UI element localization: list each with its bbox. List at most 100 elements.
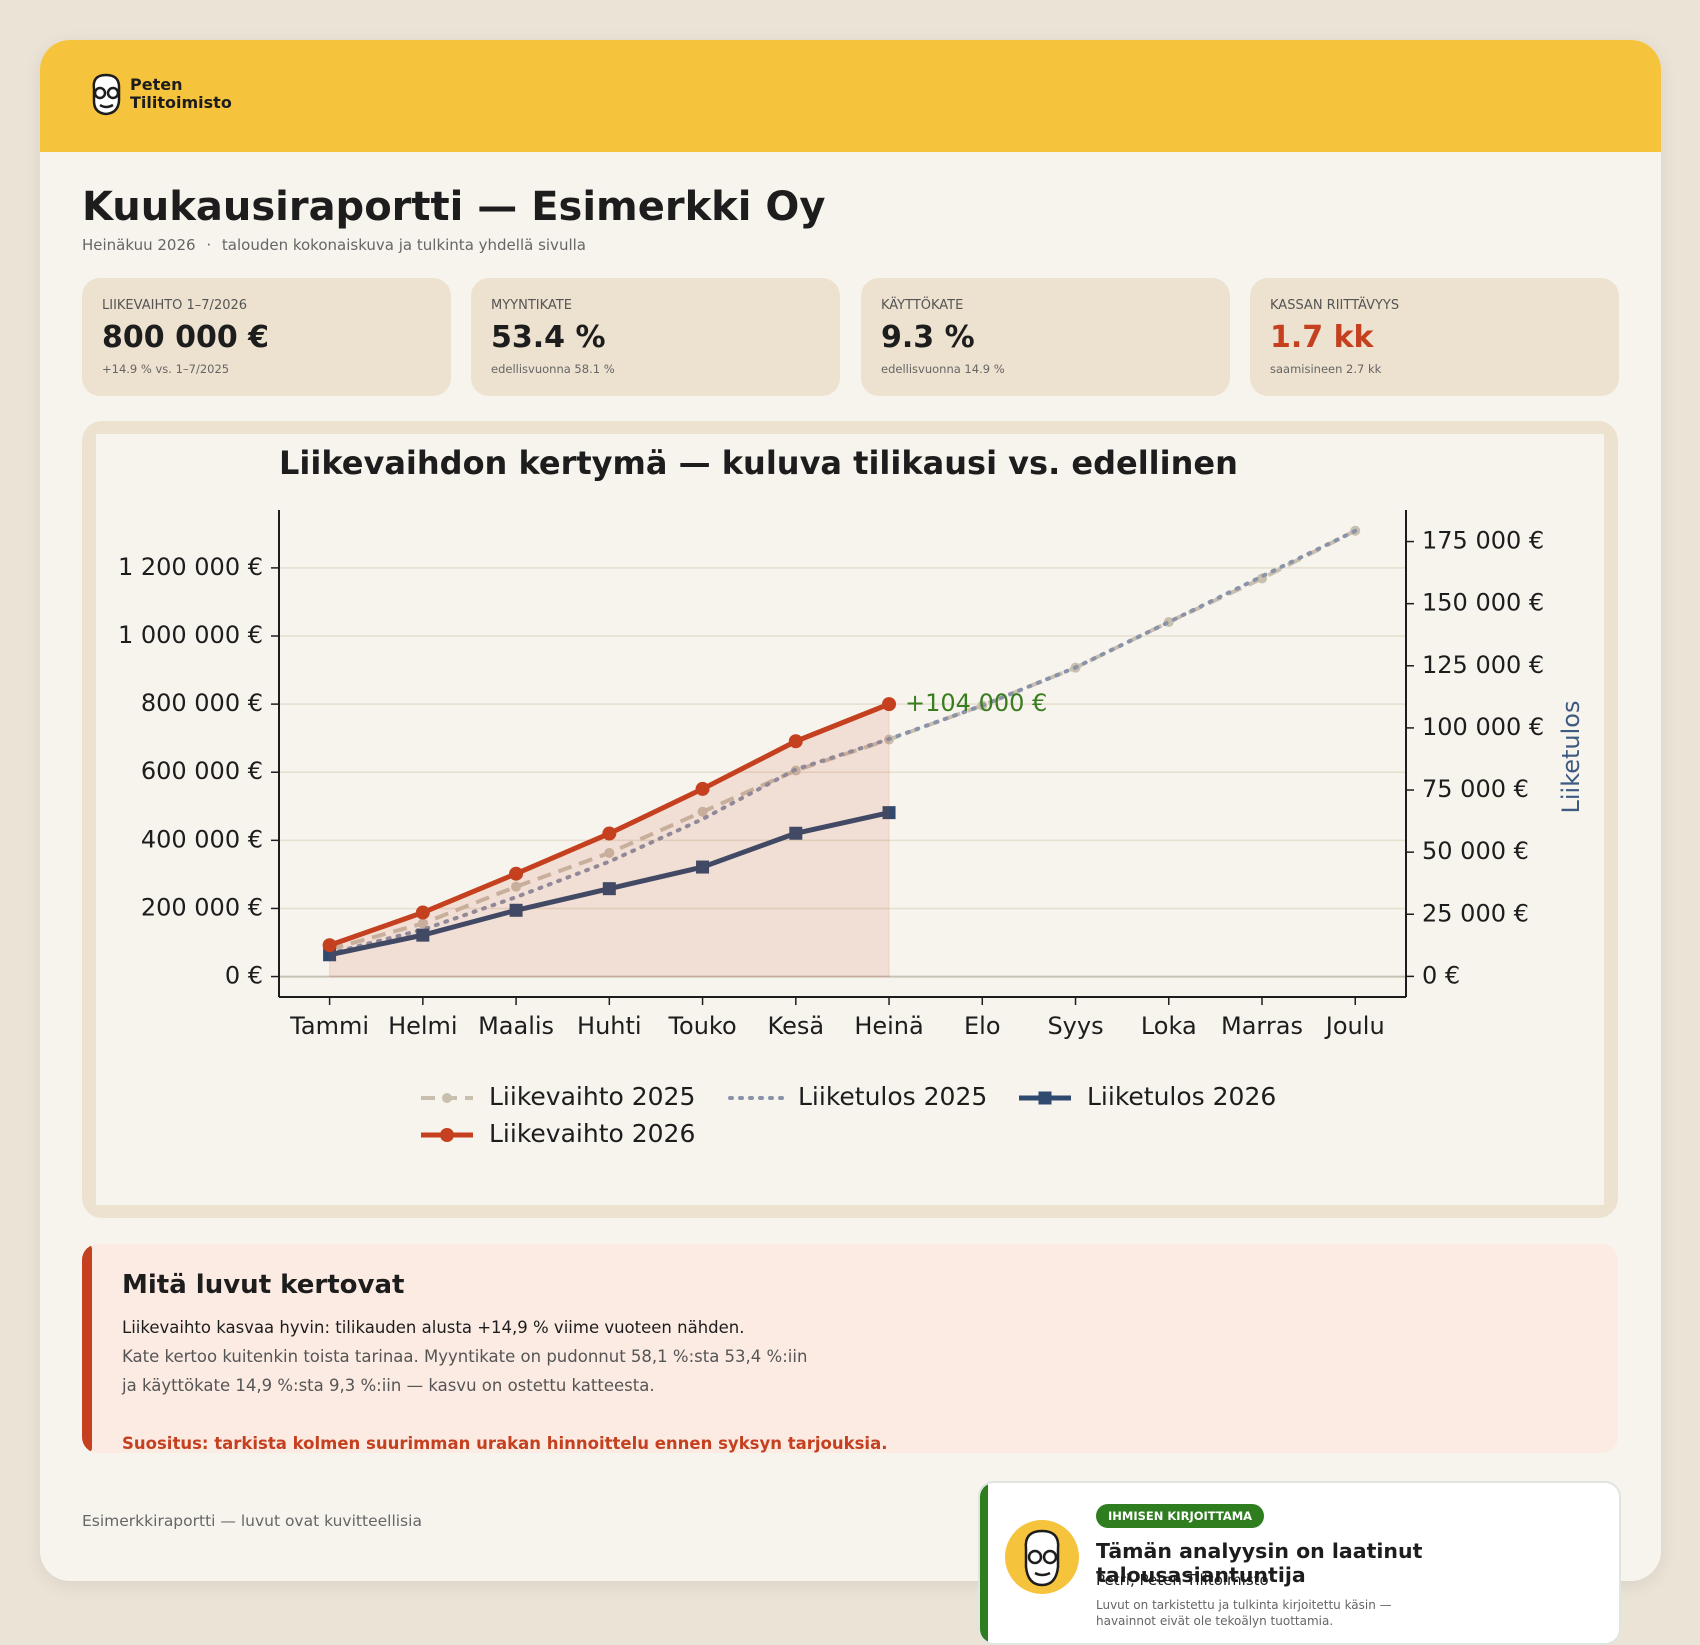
legend-marker (1038, 1091, 1052, 1105)
badge-note-line: havainnot eivät ole tekoälyn tuottamia. (1096, 1614, 1334, 1628)
annotation: +104 000 € (905, 689, 1047, 717)
x-tick-label: Kesä (768, 1012, 825, 1040)
kpi-note: edellisvuonna 14.9 % (881, 362, 1005, 376)
subtitle: Heinäkuu 2026 · talouden kokonaiskuva ja… (82, 236, 586, 254)
header-bar: Peten Tilitoimisto (40, 40, 1661, 152)
y2-axis-label: Liiketulos (1557, 701, 1585, 814)
data-point (417, 918, 428, 929)
kpi-note: +14.9 % vs. 1–7/2025 (102, 362, 230, 376)
y-tick-label: 1 200 000 € (118, 553, 263, 581)
y-tick-label: 400 000 € (141, 825, 263, 853)
insight-line: Kate kertoo kuitenkin toista tarinaa. My… (122, 1347, 808, 1366)
x-tick-label: Elo (964, 1012, 1001, 1040)
data-point (882, 697, 897, 712)
logo-text: Peten Tilitoimisto (130, 76, 232, 112)
badge-note-line: Luvut on tarkistettu ja tulkinta kirjoit… (1096, 1598, 1392, 1612)
data-point (695, 781, 710, 796)
y-tick-label: 0 € (225, 962, 263, 990)
y2-tick-label: 25 000 € (1422, 899, 1529, 927)
kpi-label: KASSAN RIITTÄVYYS (1270, 298, 1400, 313)
y2-tick-label: 100 000 € (1422, 713, 1544, 741)
data-point (416, 928, 430, 942)
x-tick-label: Touko (667, 1012, 736, 1040)
y-tick-label: 1 000 000 € (118, 621, 263, 649)
kpi-card: LIIKEVAIHTO 1–7/2026 800 000 € +14.9 % vs.… (82, 278, 451, 396)
data-point (697, 806, 708, 817)
kpi-value: 9.3 % (881, 320, 975, 355)
y2-tick-label: 50 000 € (1422, 837, 1529, 865)
data-point (415, 905, 430, 920)
data-point (322, 938, 337, 953)
legend-label: Liikevaihto 2025 (489, 1082, 695, 1111)
y-tick-label: 800 000 € (141, 689, 263, 717)
badge-accent (980, 1483, 988, 1643)
y2-tick-label: 125 000 € (1422, 651, 1544, 679)
y2-tick-label: 0 € (1422, 961, 1460, 989)
data-point (602, 882, 616, 896)
page-title: Kuukausiraportti — Esimerkki Oy (82, 184, 826, 230)
legend-label: Liiketulos 2025 (798, 1082, 987, 1111)
period: Heinäkuu 2026 (82, 236, 196, 254)
data-point (509, 866, 524, 881)
chart: Liikevaihdon kertymä — kuluva tilikausi … (118, 444, 1585, 1148)
badge-tag: IHMISEN KIRJOITTAMA (1096, 1504, 1265, 1528)
x-tick-label: Joulu (1324, 1012, 1385, 1040)
data-point (789, 826, 803, 840)
recommendation: Suositus: tarkista kolmen suurimman urak… (122, 1434, 888, 1453)
accent-bar (82, 1244, 92, 1453)
x-tick-label: Maalis (478, 1012, 554, 1040)
kpi-value: 1.7 kk (1270, 320, 1374, 355)
data-point (509, 903, 523, 917)
kpi-label: MYYNTIKATE (491, 298, 572, 313)
badge-title: Tämän analyysin on laatinut talousasiant… (1096, 1539, 1423, 1587)
y2-tick-label: 175 000 € (1422, 527, 1544, 555)
insight-line: ja käyttökate 14,9 %:sta 9,3 %:iin — kas… (122, 1376, 655, 1395)
logo-icon (92, 73, 121, 116)
x-tick-label: Tammi (289, 1012, 369, 1040)
logo-line: Peten (130, 75, 183, 94)
x-tick-label: Loka (1141, 1012, 1197, 1040)
logo-line: Tilitoimisto (130, 93, 232, 112)
x-tick-label: Syys (1047, 1012, 1103, 1040)
data-point (602, 826, 617, 841)
y-tick-label: 600 000 € (141, 757, 263, 785)
footer: Esimerkkiraportti — luvut ovat kuvitteel… (82, 1512, 422, 1530)
series-line (329, 528, 1357, 952)
insight-heading: Mitä luvut kertovat (122, 1270, 405, 1300)
kpi-card: KÄYTTÖKATE 9.3 % edellisvuonna 14.9 % (861, 278, 1230, 396)
x-tick-label: Huhti (577, 1012, 642, 1040)
legend-marker (442, 1093, 452, 1103)
subtitle-text: talouden kokonaiskuva ja tulkinta yhdell… (221, 236, 586, 254)
kpi-note: saamisineen 2.7 kk (1270, 362, 1382, 376)
legend-label: Liikevaihto 2026 (489, 1119, 695, 1148)
data-point (604, 847, 615, 858)
chart-title: Liikevaihdon kertymä — kuluva tilikausi … (279, 444, 1238, 482)
data-point (511, 881, 522, 892)
legend-label: Liiketulos 2026 (1087, 1082, 1276, 1111)
x-tick-label: Heinä (854, 1012, 923, 1040)
kpi-label: LIIKEVAIHTO 1–7/2026 (102, 298, 248, 313)
kpi-label: KÄYTTÖKATE (881, 298, 964, 313)
data-point (696, 860, 710, 874)
author-avatar (1005, 1520, 1079, 1594)
insight-box: Mitä luvut kertovat Liikevaihto kasvaa h… (82, 1244, 1618, 1453)
x-tick-label: Helmi (388, 1012, 458, 1040)
kpi-note: edellisvuonna 58.1 % (491, 362, 615, 376)
kpi-card: KASSAN RIITTÄVYYS 1.7 kk saamisineen 2.7 k… (1250, 278, 1619, 396)
series-line (327, 528, 1358, 956)
data-point (882, 806, 896, 820)
data-point (323, 948, 337, 962)
y2-tick-label: 150 000 € (1422, 589, 1544, 617)
legend-marker (440, 1128, 454, 1142)
author-badge: IHMISEN KIRJOITTAMA Tämän analyysin on l… (978, 1481, 1621, 1645)
kpi-value: 800 000 € (102, 320, 270, 355)
y2-tick-label: 75 000 € (1422, 775, 1529, 803)
insight-lead: Liikevaihto kasvaa hyvin: tilikauden alu… (122, 1318, 745, 1337)
kpi-value: 53.4 % (491, 320, 606, 355)
badge-note: Luvut on tarkistettu ja tulkinta kirjoit… (1096, 1597, 1392, 1629)
y-tick-label: 200 000 € (141, 893, 263, 921)
data-point (788, 734, 803, 749)
separator: · (206, 236, 212, 254)
x-tick-label: Marras (1221, 1012, 1303, 1040)
